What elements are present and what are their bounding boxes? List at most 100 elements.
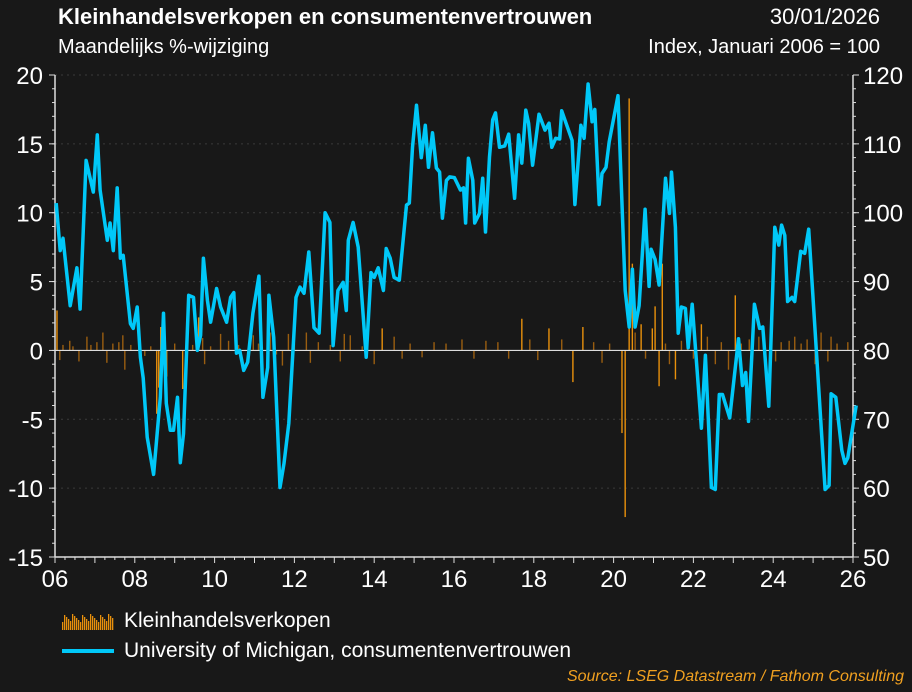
retail-sales-bar <box>191 344 194 351</box>
retail-sales-bar <box>847 342 849 351</box>
left-tick-label: 0 <box>30 338 43 365</box>
retail-sales-bar <box>106 350 108 363</box>
chart-date: 30/01/2026 <box>769 4 880 29</box>
retail-sales-bar <box>806 339 808 351</box>
retail-sales-bar <box>78 350 80 362</box>
chart-title: Kleinhandelsverkopen en consumentenvertr… <box>58 4 593 29</box>
legend-swatch-bar <box>62 622 64 630</box>
x-tick-label: 06 <box>42 566 69 593</box>
retail-sales-bar <box>72 346 74 351</box>
retail-sales-bar <box>727 350 730 370</box>
retail-sales-bar <box>124 350 126 370</box>
retail-sales-bar <box>102 332 104 351</box>
retail-sales-bar <box>343 333 345 351</box>
retail-sales-bar <box>237 344 240 351</box>
right-tick-label: 80 <box>863 338 890 365</box>
right-tick-label: 90 <box>863 270 890 297</box>
retail-sales-bar <box>69 340 71 351</box>
retail-sales-bar <box>409 343 411 351</box>
retail-sales-bar <box>150 346 152 351</box>
retail-sales-bar <box>621 350 623 434</box>
legend-bar-swatch <box>62 614 114 630</box>
retail-sales-bar <box>706 336 709 351</box>
retail-sales-bar <box>401 350 403 359</box>
retail-sales-bar <box>112 343 114 351</box>
right-tick-label: 100 <box>863 201 903 228</box>
retail-sales-bar <box>56 310 58 351</box>
retail-sales-bar <box>349 335 351 351</box>
retail-sales-bar <box>361 346 363 351</box>
legend-swatch-bar <box>94 618 96 630</box>
legend-swatch-bar <box>68 619 70 630</box>
retail-sales-bar <box>275 350 278 355</box>
right-tick-label: 110 <box>863 132 901 159</box>
retail-sales-bar <box>548 328 550 351</box>
legend-swatch-bar <box>64 615 66 630</box>
retail-sales-bar <box>257 343 260 351</box>
retail-sales-bar <box>740 343 742 351</box>
retail-sales-bar <box>252 335 255 351</box>
retail-sales-bar <box>497 342 499 351</box>
legend-swatch-bar <box>86 619 88 630</box>
retail-sales-bar <box>473 350 475 359</box>
retail-sales-bar <box>197 317 200 351</box>
retail-sales-bar <box>720 342 723 351</box>
retail-sales-bar <box>651 328 654 351</box>
retail-sales-bar <box>680 340 683 351</box>
retail-sales-bar <box>305 332 308 351</box>
retail-sales-bar <box>714 350 717 365</box>
retail-sales-bar <box>820 332 822 351</box>
legend-label-retail: Kleinhandelsverkopen <box>124 609 331 632</box>
retail-sales-bar <box>644 350 647 359</box>
legend-swatch-bar <box>88 621 90 630</box>
retail-sales-bar <box>130 344 132 351</box>
legend-swatch-bar <box>104 619 106 630</box>
retail-sales-bar <box>181 350 184 389</box>
x-tick-label: 26 <box>840 566 867 593</box>
retail-sales-bar <box>692 350 695 359</box>
legend-item-michigan: University of Michigan, consumentenvertr… <box>62 639 571 663</box>
x-tick-label: 08 <box>121 566 148 593</box>
right-tick-label: 70 <box>863 407 890 434</box>
legend-swatch-bar <box>84 617 86 630</box>
x-tick-label: 10 <box>201 566 228 593</box>
retail-sales-bar <box>774 350 777 362</box>
retail-sales-bar <box>668 350 671 365</box>
retail-sales-bar <box>433 342 435 351</box>
retail-sales-bar <box>674 350 677 380</box>
legend-swatch-bar <box>102 617 104 630</box>
legend-swatch-bar <box>90 614 92 630</box>
legend-swatch-bar <box>108 614 110 630</box>
retail-sales-bar <box>758 336 760 351</box>
retail-sales-bar <box>601 350 603 363</box>
left-tick-label: 20 <box>16 63 43 90</box>
retail-sales-bar <box>561 339 563 351</box>
legend-swatch-bar <box>66 617 68 630</box>
left-tick-label: 15 <box>16 132 43 159</box>
retail-sales-bar <box>287 333 290 351</box>
x-tick-label: 22 <box>680 566 707 593</box>
legend-swatch-bar <box>78 620 80 630</box>
retail-sales-bar <box>144 350 146 356</box>
retail-sales-bar <box>158 350 160 388</box>
left-tick-label: -15 <box>8 545 43 572</box>
retail-sales-bar <box>281 350 284 366</box>
retail-sales-bar <box>794 336 796 351</box>
retail-sales-bar <box>624 350 626 518</box>
retail-sales-bar <box>118 342 120 351</box>
right-tick-label: 120 <box>863 63 903 90</box>
source-note: Source: LSEG Datastream / Fathom Consult… <box>566 668 904 685</box>
retail-sales-bar <box>445 343 447 351</box>
retail-sales-bar <box>309 350 312 363</box>
retail-sales-bar <box>381 328 383 351</box>
retail-sales-bar <box>461 339 463 351</box>
retail-sales-bar <box>373 350 375 365</box>
legend-swatch-bar <box>74 616 76 630</box>
legend-swatch-bar <box>96 620 98 630</box>
retail-sales-bar <box>592 342 595 351</box>
legend-swatch-bar <box>106 621 108 630</box>
retail-sales-bar <box>658 350 660 387</box>
right-axis-unit: Index, Januari 2006 = 100 <box>648 36 880 58</box>
legend-swatch-bar <box>70 621 72 630</box>
retail-sales-bar <box>122 335 124 351</box>
